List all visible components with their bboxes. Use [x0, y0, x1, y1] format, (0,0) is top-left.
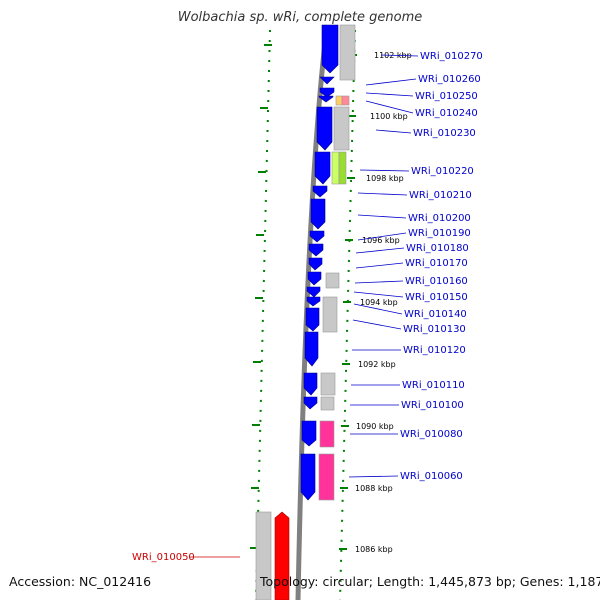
- cds-box: [320, 372, 336, 396]
- gene-label[interactable]: WRi_010190: [408, 228, 471, 239]
- gene-WRi-010150: [306, 286, 321, 298]
- leader-line: [353, 291, 404, 298]
- gene-WRi-010180: [308, 243, 324, 257]
- scale-label: 1092 kbp: [358, 360, 396, 369]
- gene-label[interactable]: WRi_010110: [402, 380, 465, 391]
- leader-line: [359, 169, 410, 172]
- cds-box: [338, 151, 347, 185]
- gene-WRi-010220: [314, 151, 331, 185]
- gene-label[interactable]: WRi_010130: [403, 324, 466, 335]
- cds-box: [331, 151, 340, 185]
- leader-line: [357, 232, 407, 241]
- gene-label[interactable]: WRi_010210: [409, 190, 472, 201]
- scale-label: 1090 kbp: [356, 422, 394, 431]
- gene-WRi-010260: [319, 76, 335, 85]
- gene-WRi-010170: [308, 257, 323, 271]
- gene-label[interactable]: WRi_010160: [405, 276, 468, 287]
- cds-box: [325, 272, 340, 289]
- gene-WRi-010060: [300, 453, 316, 501]
- gene-WRi-010120: [304, 331, 319, 367]
- forward-genes[interactable]: [300, 24, 339, 501]
- selected-gene-label[interactable]: WRi_010050: [132, 552, 195, 563]
- map-title: Wolbachia sp. wRi, complete genome: [177, 10, 423, 25]
- cds-box: [339, 24, 356, 81]
- gene-label[interactable]: WRi_010260: [418, 74, 481, 85]
- leader-line: [355, 247, 405, 254]
- leader-line: [380, 54, 419, 57]
- leader-line: [365, 78, 417, 86]
- scale-label: 1088 kbp: [355, 484, 393, 493]
- gene-WRi-010270: [321, 24, 339, 74]
- gene-label[interactable]: WRi_010100: [401, 400, 464, 411]
- gene-WRi-010080: [301, 420, 317, 447]
- leader-line: [348, 475, 399, 478]
- gene-WRi-010130: [305, 307, 320, 332]
- leader-line: [357, 214, 407, 219]
- cds-box: [322, 296, 338, 333]
- gene-label[interactable]: WRi_010140: [404, 309, 467, 320]
- accession-text: Accession: NC_012416: [9, 574, 152, 589]
- gene-label[interactable]: WRi_010060: [400, 471, 463, 482]
- leader-line: [353, 303, 403, 315]
- leader-line: [354, 280, 404, 284]
- gene-WRi-010190: [309, 230, 325, 243]
- cds-box: [335, 95, 343, 106]
- scale-label: 1086 kbp: [355, 545, 393, 554]
- gene-label[interactable]: WRi_010200: [408, 213, 471, 224]
- cds-box: [319, 420, 335, 448]
- gene-label[interactable]: WRi_010240: [415, 108, 478, 119]
- gene-WRi-010240: [318, 95, 334, 103]
- gene-label[interactable]: WRi_010080: [400, 429, 463, 440]
- gene-label[interactable]: WRi_010220: [411, 166, 474, 177]
- gene-label[interactable]: WRi_010180: [406, 243, 469, 254]
- cds-box: [341, 95, 350, 106]
- feature-track[interactable]: [318, 24, 356, 501]
- gene-label[interactable]: WRi_010250: [415, 91, 478, 102]
- gene-WRi-010160: [307, 271, 322, 286]
- gene-WRi-010140: [306, 296, 321, 307]
- gene-labels[interactable]: WRi_010270 WRi_010260 WRi_010250 WRi_010240…: [400, 51, 483, 482]
- gene-label[interactable]: WRi_010230: [413, 128, 476, 139]
- gene-WRi-010110: [303, 372, 318, 396]
- gene-label[interactable]: WRi_010270: [420, 51, 483, 62]
- cds-box: [320, 396, 335, 411]
- scale-label: 1100 kbp: [370, 112, 408, 121]
- leader-line: [355, 262, 404, 269]
- scale-label: 1096 kbp: [362, 236, 400, 245]
- gene-label[interactable]: WRi_010120: [403, 345, 466, 356]
- gene-WRi-010250: [319, 87, 335, 98]
- gene-WRi-010100: [303, 396, 318, 410]
- gene-label[interactable]: WRi_010150: [405, 292, 468, 303]
- inner-major-ticks: [250, 44, 272, 549]
- selected-gene-WRi-010050[interactable]: [255, 511, 290, 600]
- gene-leader-lines: [348, 54, 419, 478]
- scale-label: 1098 kbp: [366, 174, 404, 183]
- gene-label[interactable]: WRi_010170: [405, 258, 468, 269]
- cds-box: [333, 106, 350, 151]
- gene-WRi-010210: [312, 185, 328, 198]
- cds-box: [318, 453, 335, 501]
- leader-line: [352, 319, 402, 330]
- genome-summary-text: Topology: circular; Length: 1,445,873 bp…: [260, 574, 600, 589]
- scale-label: 1094 kbp: [360, 298, 398, 307]
- gene-WRi-010200: [310, 198, 326, 230]
- leader-line: [365, 100, 414, 114]
- leader-line: [365, 92, 414, 97]
- leader-line: [375, 129, 412, 134]
- gene-WRi-010230: [316, 106, 333, 151]
- leader-line: [357, 192, 408, 196]
